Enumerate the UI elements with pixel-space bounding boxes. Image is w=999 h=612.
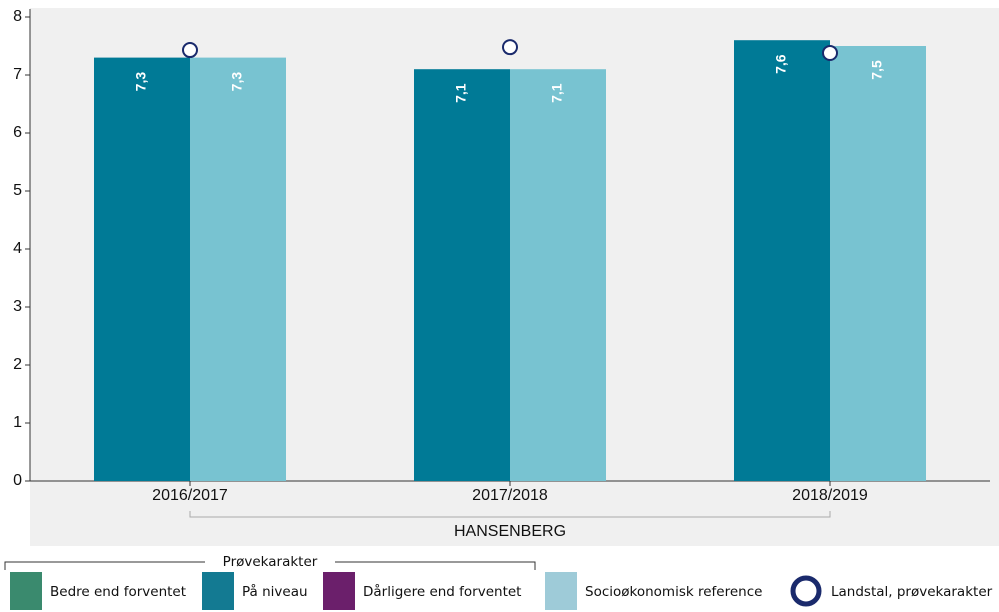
bar [734,40,830,481]
bar [510,69,606,481]
legend-group-box [4,561,536,570]
y-tick-label: 7 [13,66,22,83]
legend-label: Dårligere end forventet [363,583,521,600]
y-tick-label: 6 [13,124,22,141]
marker [502,39,518,56]
bar [830,46,926,481]
legend-label: Landstal, prøvekarakter [831,584,993,600]
legend-swatch [323,572,355,610]
y-tick-label: 3 [13,298,22,315]
x-tick-label: 2017/2018 [472,487,548,504]
marker [822,44,838,61]
legend-label: Bedre end forventet [50,584,186,600]
x-tick-label: 2016/2017 [152,487,228,504]
legend-swatch [545,572,577,610]
bar [190,57,286,481]
y-tick-label: 1 [13,414,22,431]
y-tick-label: 2 [13,356,22,373]
bar [414,69,510,481]
y-tick-label: 8 [13,8,22,25]
x-tick-label: 2018/2019 [792,487,868,504]
value-label: 7,3 [133,72,149,92]
y-tick-label: 4 [13,240,22,257]
legend-label: Socioøkonomisk reference [585,584,762,600]
value-label: 7,3 [229,72,245,92]
value-label: 7,1 [549,83,565,103]
value-label: 7,1 [453,83,469,103]
value-label: 7,6 [773,54,789,74]
value-label: 7,5 [869,60,885,80]
bar [94,57,190,481]
legend-swatch [202,572,234,610]
legend-label: På niveau [242,583,308,600]
group-label: HANSENBERG [454,523,566,540]
legend-swatch [10,572,42,610]
y-tick-label: 5 [13,182,22,199]
group-bracket [189,511,831,518]
marker [182,42,198,59]
legend-swatch [790,575,822,607]
legend-group-title: Prøvekarakter [223,554,318,570]
y-tick-label: 0 [13,472,22,489]
